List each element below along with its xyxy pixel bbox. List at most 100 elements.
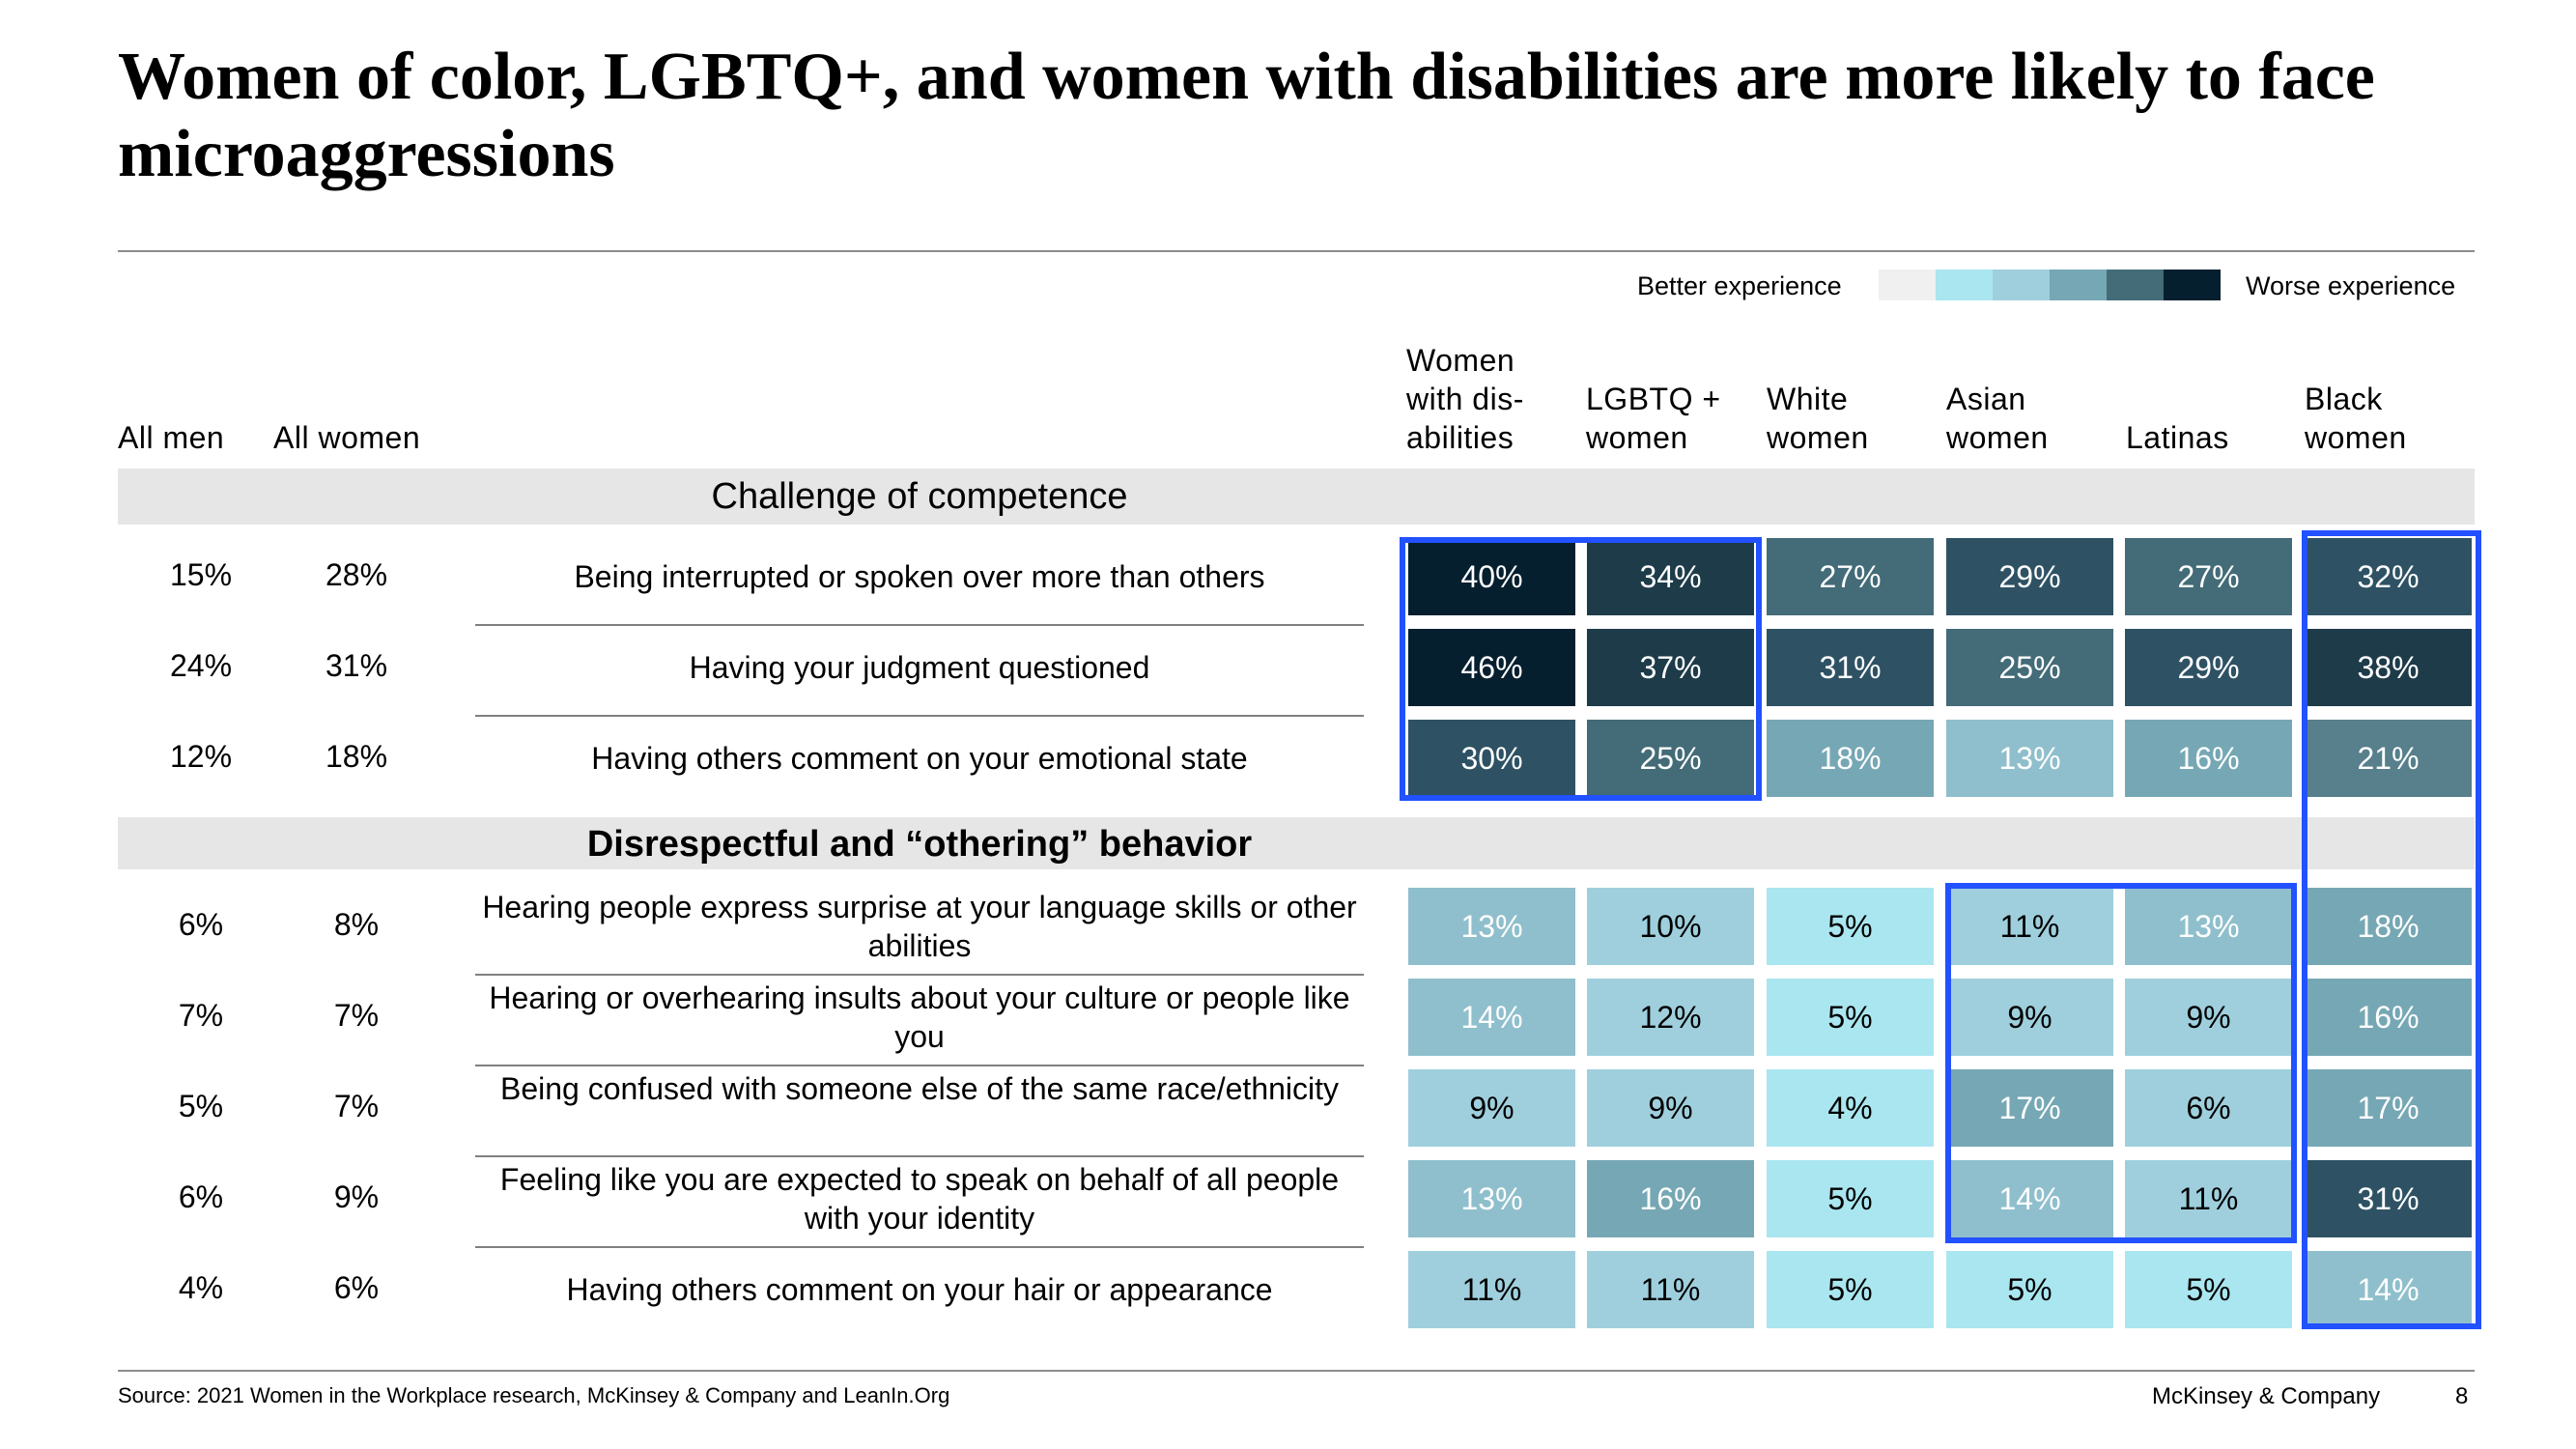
row-label: Being interrupted or spoken over more th… bbox=[574, 559, 1265, 594]
heatmap-cell: 16% bbox=[1587, 1160, 1754, 1237]
heatmap-cell: 25% bbox=[1946, 629, 2113, 706]
all-men-value: 7% bbox=[178, 998, 224, 1033]
heatmap-cell: 5% bbox=[1946, 1251, 2113, 1328]
heatmap-cell: 14% bbox=[1408, 979, 1575, 1056]
heatmap-cell: 5% bbox=[2125, 1251, 2292, 1328]
section-title-competence: Challenge of competence bbox=[711, 476, 1128, 517]
all-men-value: 5% bbox=[178, 1089, 224, 1123]
heatmap-cell: 31% bbox=[2305, 1160, 2472, 1237]
legend-better-label: Better experience bbox=[1637, 271, 1842, 300]
highlight-box-black-women bbox=[2302, 530, 2481, 1329]
all-men-value: 6% bbox=[178, 1179, 224, 1214]
header-women-with-disabilities: Women with dis-abilities bbox=[1406, 343, 1524, 455]
heatmap-cell: 13% bbox=[1408, 1160, 1575, 1237]
legend-swatch bbox=[1993, 270, 2050, 300]
heatmap-cell: 9% bbox=[1587, 1069, 1754, 1147]
legend-swatch bbox=[2164, 270, 2221, 300]
heatmap-cell: 5% bbox=[1767, 1160, 1934, 1237]
row-separator bbox=[475, 1065, 1364, 1066]
section-band-competence bbox=[118, 469, 2475, 525]
heatmap-cell: 32% bbox=[2305, 538, 2472, 615]
heatmap-cell: 13% bbox=[1408, 888, 1575, 965]
all-men-value: 15% bbox=[169, 557, 233, 592]
heatmap-cell: 16% bbox=[2125, 720, 2292, 797]
page-title: Women of color, LGBTQ+, and women with d… bbox=[118, 40, 2375, 191]
row-label: Hearing people express surprise at your … bbox=[482, 890, 1357, 963]
all-men-value: 6% bbox=[178, 907, 224, 942]
heatmap-cell: 9% bbox=[1408, 1069, 1575, 1147]
all-women-value: 8% bbox=[333, 907, 380, 942]
heatmap-cell: 37% bbox=[1587, 629, 1754, 706]
row-label: Having others comment on your hair or ap… bbox=[566, 1272, 1273, 1307]
heatmap-cell: 30% bbox=[1408, 720, 1575, 797]
heatmap-cell: 10% bbox=[1587, 888, 1754, 965]
row-separator bbox=[475, 1246, 1364, 1248]
highlight-box-disabilities-lgbtq bbox=[1400, 537, 1762, 801]
heatmap-cell: 11% bbox=[1587, 1251, 1754, 1328]
heatmap-cell: 9% bbox=[1946, 979, 2113, 1056]
all-women-value: 7% bbox=[333, 998, 380, 1033]
row-label: Hearing or overhearing insults about you… bbox=[489, 980, 1350, 1054]
heatmap-cell: 46% bbox=[1408, 629, 1575, 706]
heatmap-cell: 11% bbox=[1408, 1251, 1575, 1328]
heatmap-cell: 14% bbox=[1946, 1160, 2113, 1237]
legend-worse-label: Worse experience bbox=[2246, 271, 2456, 300]
highlight-box-asian-latinas bbox=[1945, 883, 2297, 1243]
header-all-men: All men bbox=[118, 420, 225, 455]
all-women-value: 9% bbox=[333, 1179, 380, 1214]
all-women-value: 18% bbox=[325, 739, 388, 774]
all-women-value: 28% bbox=[325, 557, 388, 592]
header-lgbtq-women: LGBTQ + women bbox=[1586, 382, 1721, 455]
heatmap-cell: 27% bbox=[2125, 538, 2292, 615]
heatmap-cell: 11% bbox=[1946, 888, 2113, 965]
heatmap-cell: 5% bbox=[1767, 1251, 1934, 1328]
header-asian-women: Asian women bbox=[1946, 382, 2049, 455]
heatmap-cell: 6% bbox=[2125, 1069, 2292, 1147]
row-separator bbox=[475, 624, 1364, 626]
heatmap-cell: 14% bbox=[2305, 1251, 2472, 1328]
heatmap-cell: 18% bbox=[1767, 720, 1934, 797]
legend-swatch bbox=[1879, 270, 1936, 300]
section-title-othering: Disrespectful and “othering” behavior bbox=[586, 824, 1253, 865]
header-all-women: All women bbox=[273, 420, 421, 455]
heatmap-cell: 9% bbox=[2125, 979, 2292, 1056]
heatmap-cell: 38% bbox=[2305, 629, 2472, 706]
all-women-value: 7% bbox=[333, 1089, 380, 1123]
row-label: Having others comment on your emotional … bbox=[591, 741, 1248, 776]
brand-name: McKinsey & Company bbox=[2152, 1383, 2381, 1409]
row-label: Having your judgment questioned bbox=[689, 650, 1150, 685]
heatmap-cell: 17% bbox=[2305, 1069, 2472, 1147]
heatmap-cell: 29% bbox=[2125, 629, 2292, 706]
heatmap-cell: 4% bbox=[1767, 1069, 1934, 1147]
legend-swatch bbox=[1936, 270, 1993, 300]
row-label: Feeling like you are expected to speak o… bbox=[499, 1162, 1340, 1236]
page-number: 8 bbox=[2455, 1383, 2469, 1409]
heatmap-cell: 5% bbox=[1767, 979, 1934, 1056]
heatmap-cell: 11% bbox=[2125, 1160, 2292, 1237]
heatmap-cell: 12% bbox=[1587, 979, 1754, 1056]
header-black-women: Black women bbox=[2305, 382, 2407, 455]
footer-divider bbox=[118, 1370, 2475, 1372]
all-women-value: 6% bbox=[333, 1270, 380, 1305]
legend-swatch bbox=[2050, 270, 2107, 300]
heatmap-cell: 17% bbox=[1946, 1069, 2113, 1147]
all-men-value: 12% bbox=[169, 739, 233, 774]
heatmap-cell: 31% bbox=[1767, 629, 1934, 706]
row-separator bbox=[475, 974, 1364, 976]
heatmap-cell: 27% bbox=[1767, 538, 1934, 615]
heatmap-cell: 13% bbox=[1946, 720, 2113, 797]
all-men-value: 24% bbox=[169, 648, 233, 683]
heatmap-cell: 13% bbox=[2125, 888, 2292, 965]
row-separator bbox=[475, 1155, 1364, 1157]
header-latinas: Latinas bbox=[2126, 420, 2229, 455]
row-separator bbox=[475, 715, 1364, 717]
heatmap-cell: 25% bbox=[1587, 720, 1754, 797]
all-men-value: 4% bbox=[178, 1270, 224, 1305]
row-label: Being confused with someone else of the … bbox=[499, 1071, 1340, 1106]
heatmap-cell: 34% bbox=[1587, 538, 1754, 615]
source-note: Source: 2021 Women in the Workplace rese… bbox=[118, 1383, 950, 1407]
all-women-value: 31% bbox=[325, 648, 388, 683]
section-band-othering bbox=[118, 817, 2475, 869]
header-white-women: White women bbox=[1767, 382, 1869, 455]
title-divider bbox=[118, 250, 2475, 252]
